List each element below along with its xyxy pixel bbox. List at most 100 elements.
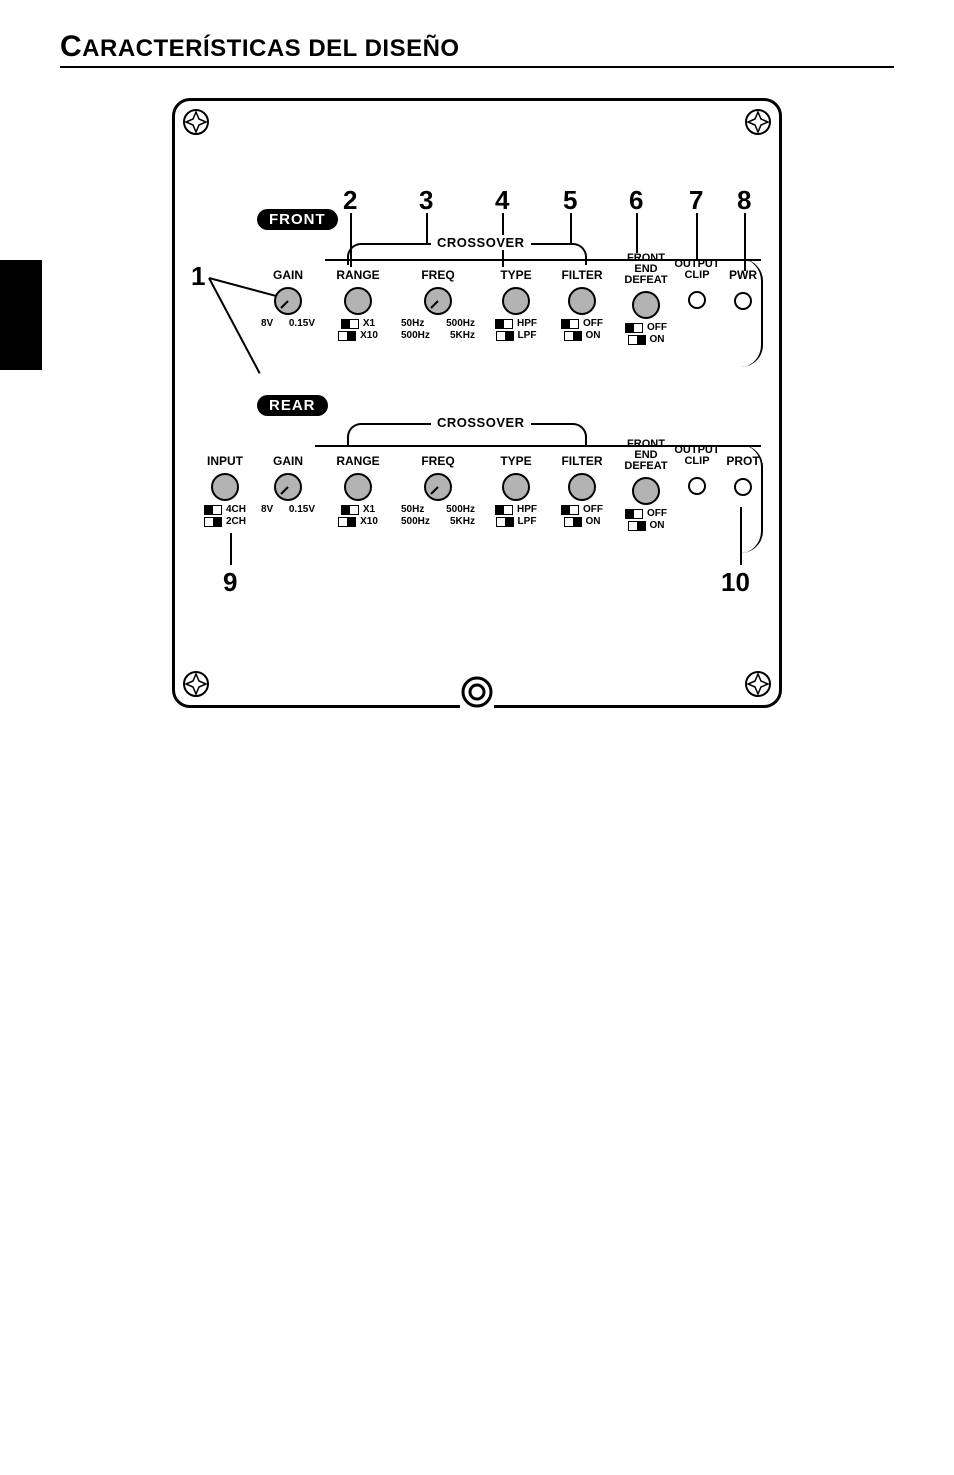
switch-icon (338, 331, 356, 341)
bottom-hole-icon (460, 675, 494, 709)
switch-icon (341, 319, 359, 329)
led-icon (688, 477, 706, 495)
defeat-on: ON (650, 334, 665, 346)
knob-icon[interactable] (343, 472, 373, 502)
knob-icon[interactable] (423, 472, 453, 502)
screw-icon (183, 671, 209, 697)
type-hpf: HPF (517, 318, 537, 330)
freq-r2l: 500Hz (401, 330, 430, 342)
screw-icon (745, 671, 771, 697)
input-2ch: 2CH (226, 516, 246, 528)
filter-off: OFF (583, 318, 603, 330)
knob-icon[interactable] (501, 286, 531, 316)
callout-9: 9 (223, 567, 237, 598)
mask (197, 442, 315, 448)
front-freq: FREQ 50Hz500Hz 500Hz5KHz (395, 269, 481, 342)
freq-r1l: 50Hz (401, 504, 424, 516)
switch-icon (496, 331, 514, 341)
gain-min: 8V (261, 504, 273, 516)
switch-icon (204, 505, 222, 515)
prot-label: PROT (721, 455, 765, 468)
title-rest: ARACTERÍSTICAS DEL DISEÑO (82, 35, 459, 62)
led-icon (688, 291, 706, 309)
led-icon (734, 478, 752, 496)
crossover-label-rear: CROSSOVER (431, 415, 531, 430)
freq-label: FREQ (395, 455, 481, 468)
mask (255, 256, 325, 262)
crossover-label-front: CROSSOVER (431, 235, 531, 250)
rear-freq: FREQ 50Hz500Hz 500Hz5KHz (395, 455, 481, 528)
knob-icon[interactable] (273, 472, 303, 502)
knob-icon[interactable] (273, 286, 303, 316)
rear-clip: OUTPUTCLIP (673, 445, 721, 495)
front-range: RANGE X1 X10 (325, 269, 391, 342)
knob-icon[interactable] (631, 290, 661, 320)
gain-max: 0.15V (289, 504, 315, 516)
rear-input: INPUT 4CH 2CH (195, 455, 255, 528)
switch-icon (625, 323, 643, 333)
type-label: TYPE (483, 269, 549, 282)
rear-gain: GAIN 8V 0.15V (255, 455, 321, 516)
rear-filter: FILTER OFF ON (549, 455, 615, 528)
front-type: TYPE HPF LPF (483, 269, 549, 342)
callout-8: 8 (737, 185, 751, 216)
callout-4: 4 (495, 185, 509, 216)
range-x1: X1 (363, 318, 375, 330)
knob-icon[interactable] (343, 286, 373, 316)
freq-r2r: 5KHz (450, 330, 475, 342)
rear-type: TYPE HPF LPF (483, 455, 549, 528)
defeat-label: FRONTENDDEFEAT (613, 439, 679, 472)
switch-icon (495, 505, 513, 515)
range-x10: X10 (360, 516, 378, 528)
screw-icon (745, 109, 771, 135)
switch-icon (628, 521, 646, 531)
side-tab (0, 260, 42, 370)
led-icon (734, 292, 752, 310)
gain-label: GAIN (255, 455, 321, 468)
freq-r1l: 50Hz (401, 318, 424, 330)
rear-range: RANGE X1 X10 (325, 455, 391, 528)
callout-7: 7 (689, 185, 703, 216)
callout-5: 5 (563, 185, 577, 216)
switch-icon (561, 319, 579, 329)
knob-icon[interactable] (210, 472, 240, 502)
type-hpf: HPF (517, 504, 537, 516)
page-title: CARACTERÍSTICAS DEL DISEÑO (60, 35, 460, 62)
knob-icon[interactable] (631, 476, 661, 506)
defeat-off: OFF (647, 322, 667, 334)
rear-pill: REAR (257, 395, 328, 416)
callout-10: 10 (721, 567, 750, 598)
leader-line (208, 278, 260, 374)
front-frame-top (325, 219, 761, 227)
clip-label: OUTPUTCLIP (673, 445, 721, 467)
page: CARACTERÍSTICAS DEL DISEÑO 2 3 4 5 6 7 8 (0, 0, 954, 1475)
freq-r2r: 5KHz (450, 516, 475, 528)
switch-icon (564, 331, 582, 341)
amp-panel: 2 3 4 5 6 7 8 1 9 10 FRONT (172, 98, 782, 708)
range-label: RANGE (325, 455, 391, 468)
type-lpf: LPF (518, 516, 537, 528)
gain-min: 8V (261, 318, 273, 330)
range-label: RANGE (325, 269, 391, 282)
filter-on: ON (586, 516, 601, 528)
rear-prot: PROT (721, 455, 765, 496)
title-underline: CARACTERÍSTICAS DEL DISEÑO (60, 30, 894, 68)
knob-icon[interactable] (423, 286, 453, 316)
gain-max: 0.15V (289, 318, 315, 330)
input-label: INPUT (195, 455, 255, 468)
knob-icon[interactable] (567, 472, 597, 502)
front-clip: OUTPUTCLIP (673, 259, 721, 309)
callout-3: 3 (419, 185, 433, 216)
range-x1: X1 (363, 504, 375, 516)
knob-icon[interactable] (501, 472, 531, 502)
switch-icon (496, 517, 514, 527)
rear-defeat: FRONTENDDEFEAT OFF ON (613, 439, 679, 532)
freq-r1r: 500Hz (446, 318, 475, 330)
switch-icon (561, 505, 579, 515)
front-filter: FILTER OFF ON (549, 269, 615, 342)
switch-icon (341, 505, 359, 515)
gain-label: GAIN (255, 269, 321, 282)
callout-2: 2 (343, 185, 357, 216)
knob-icon[interactable] (567, 286, 597, 316)
switch-icon (628, 335, 646, 345)
